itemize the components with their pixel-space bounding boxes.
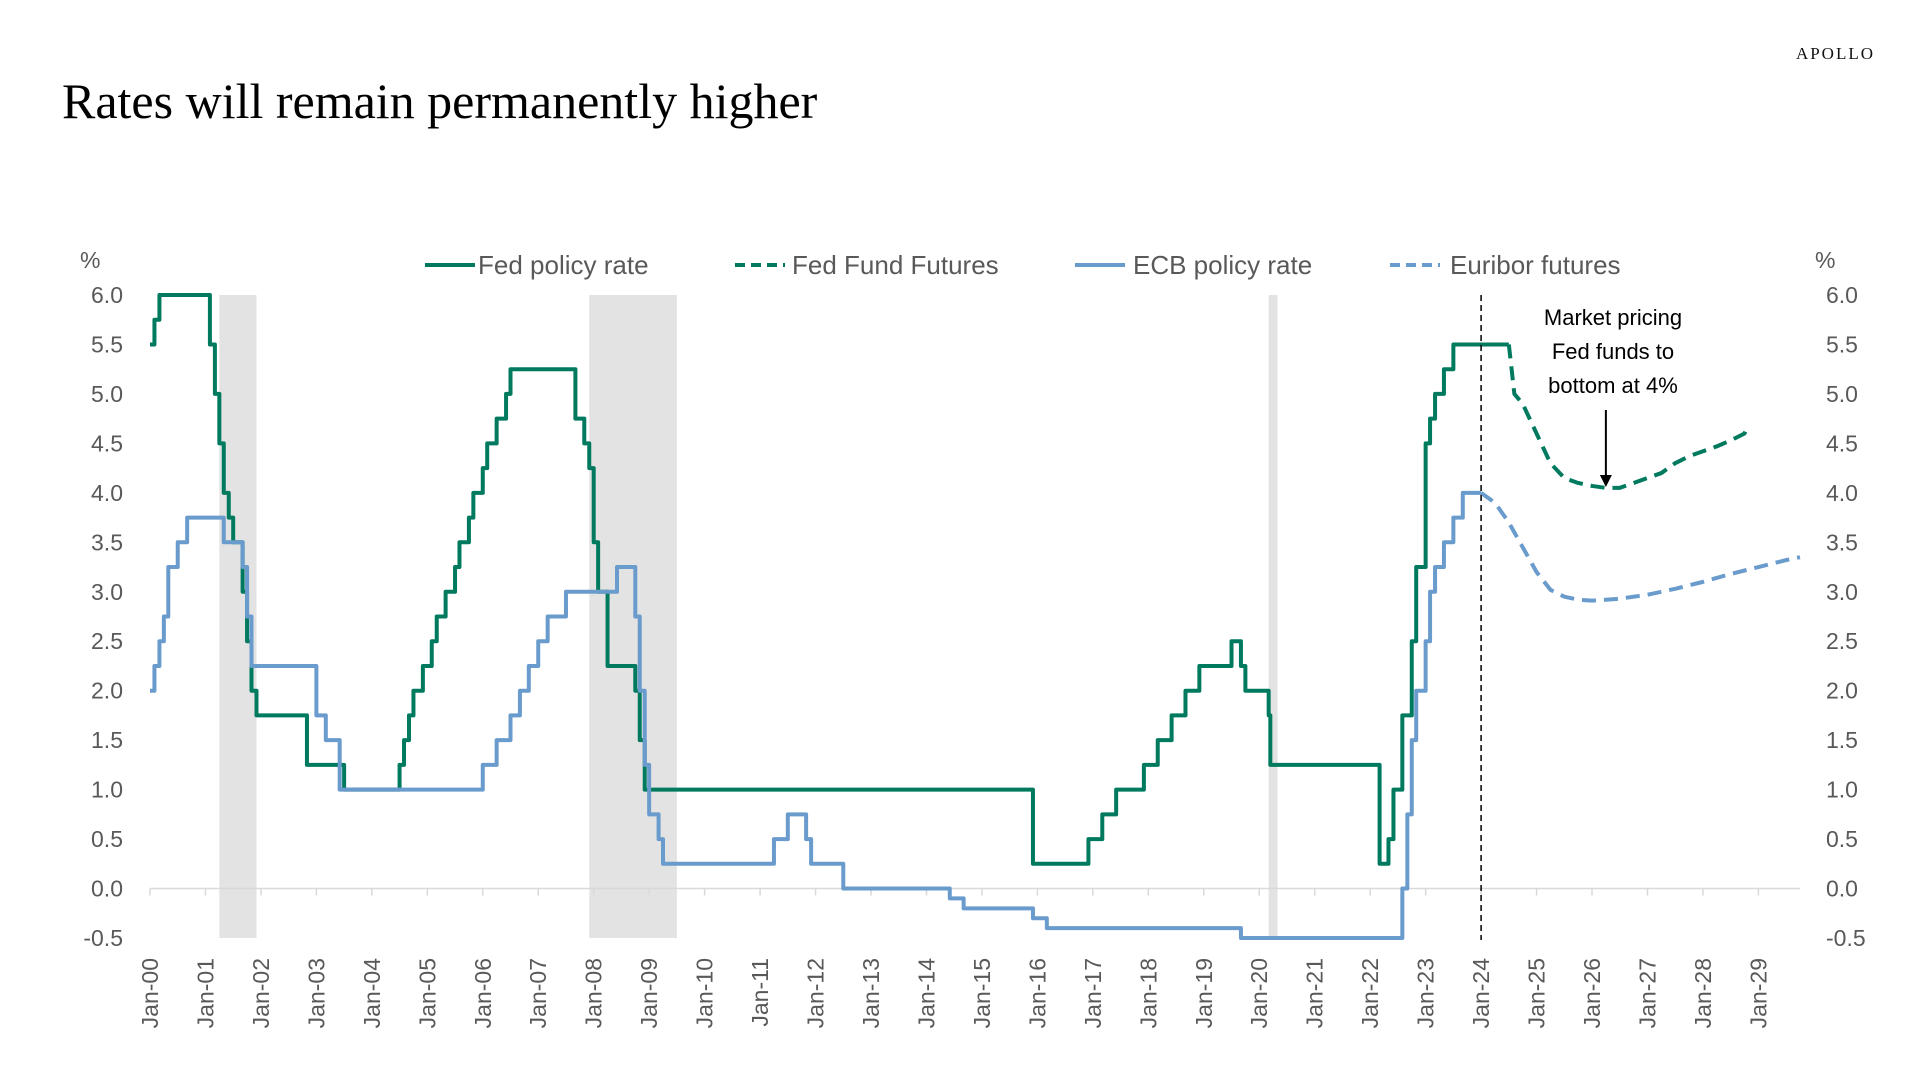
x-tick-label: Jan-09: [636, 958, 662, 1028]
y-tick-label-left: 0.0: [91, 876, 123, 902]
y-axis-right: 6.0 5.5 5.0 4.5 4.0 3.5 3.0 2.5 2.0 1.5 1.0 0.5 0.0 -…: [1815, 247, 1866, 951]
y-axis-unit-right: %: [1815, 247, 1835, 273]
x-tick-label: Jan-14: [913, 958, 939, 1029]
x-tick-label: Jan-08: [581, 958, 607, 1028]
chart-title: Rates will remain permanently higher: [62, 73, 818, 129]
x-tick-label: Jan-15: [969, 958, 995, 1028]
annotation-arrow-head: [1599, 475, 1612, 488]
x-tick-label: Jan-11: [747, 958, 773, 1027]
x-axis: [149, 887, 1800, 896]
annotation-text: Fed funds to: [1552, 339, 1674, 364]
x-tick-label: Jan-23: [1413, 958, 1439, 1028]
legend-label: ECB policy rate: [1133, 250, 1312, 280]
x-tick-label: Jan-06: [470, 958, 496, 1028]
y-tick-label-left: 2.5: [91, 628, 123, 654]
y-axis-unit-left: %: [80, 247, 100, 273]
x-tick-label: Jan-13: [858, 958, 884, 1028]
y-tick-label-left: 3.0: [91, 579, 123, 605]
x-tick-label: Jan-29: [1745, 958, 1771, 1028]
x-tick-label: Jan-19: [1191, 958, 1217, 1028]
y-tick-label-left: 5.5: [91, 331, 123, 357]
y-tick-label-left: 5.0: [91, 381, 123, 407]
brand-logo: APOLLO: [1795, 44, 1875, 63]
y-tick-label-left: 0.5: [91, 826, 123, 852]
y-tick-label-left: -0.5: [83, 925, 123, 951]
legend: Fed policy rate Fed Fund Futures ECB polic…: [425, 250, 1621, 280]
recession-shading: [219, 295, 1278, 938]
y-tick-label-right: 3.0: [1826, 579, 1858, 605]
x-tick-label: Jan-28: [1690, 958, 1716, 1028]
y-tick-label-right: 6.0: [1826, 282, 1858, 308]
x-tick-label: Jan-02: [248, 958, 274, 1028]
y-tick-label-right: 5.0: [1826, 381, 1858, 407]
x-tick-label: Jan-22: [1357, 958, 1383, 1028]
x-tick-label: Jan-05: [414, 958, 440, 1028]
y-tick-label-right: 0.5: [1826, 826, 1858, 852]
y-tick-label-left: 4.5: [91, 430, 123, 456]
y-axis-left: 6.0 5.5 5.0 4.5 4.0 3.5 3.0 2.5 2.0 1.5 1.0 0.5 0.0 -…: [80, 247, 123, 951]
x-tick-label: Jan-03: [303, 958, 329, 1028]
x-tick-label: Jan-21: [1302, 958, 1328, 1028]
y-tick-label-left: 2.0: [91, 678, 123, 704]
x-tick-label: Jan-12: [803, 958, 829, 1028]
x-tick-label: Jan-01: [192, 958, 218, 1028]
y-tick-label-right: 4.0: [1826, 480, 1858, 506]
y-tick-label-right: 2.0: [1826, 678, 1858, 704]
recession-band: [589, 295, 677, 938]
recession-band: [1268, 295, 1278, 938]
x-tick-label: Jan-10: [692, 958, 718, 1028]
x-tick-label: Jan-27: [1634, 958, 1660, 1028]
y-tick-label-right: 3.5: [1826, 529, 1858, 555]
annotation: Market pricing Fed funds to bottom at 4%: [1544, 305, 1682, 488]
x-tick-label: Jan-04: [359, 958, 385, 1029]
x-tick-label: Jan-24: [1468, 958, 1494, 1029]
annotation-text: Market pricing: [1544, 305, 1682, 330]
legend-label: Fed Fund Futures: [792, 250, 999, 280]
y-tick-label-right: 0.0: [1826, 876, 1858, 902]
legend-label: Fed policy rate: [478, 250, 649, 280]
series-line-fed-policy-rate: [150, 293, 1509, 866]
series-line-euribor-futures: [1479, 491, 1801, 603]
series-line-ecb-policy-rate: [150, 490, 1482, 940]
x-tick-label: Jan-16: [1024, 958, 1050, 1028]
y-tick-label-right: 4.5: [1826, 430, 1858, 456]
x-tick-label: Jan-00: [137, 958, 163, 1028]
y-tick-label-left: 1.5: [91, 727, 123, 753]
y-tick-label-right: 1.5: [1826, 727, 1858, 753]
series-line-fed-fund-futures: [1506, 344, 1750, 490]
annotation-text: bottom at 4%: [1548, 373, 1678, 398]
x-axis-ticks: Jan-00 Jan-01 Jan-02 Jan-03 Jan-04 Jan-05 Jan-…: [137, 958, 1771, 1029]
y-tick-label-right: -0.5: [1826, 925, 1866, 951]
series-lines: [150, 293, 1801, 940]
y-tick-label-left: 6.0: [91, 282, 123, 308]
x-tick-label: Jan-07: [525, 958, 551, 1028]
y-tick-label-right: 2.5: [1826, 628, 1858, 654]
x-tick-label: Jan-20: [1246, 958, 1272, 1028]
y-tick-label-right: 1.0: [1826, 777, 1858, 803]
x-tick-label: Jan-26: [1579, 958, 1605, 1028]
y-tick-label-right: 5.5: [1826, 331, 1858, 357]
x-tick-label: Jan-25: [1524, 958, 1550, 1028]
x-tick-label: Jan-18: [1135, 958, 1161, 1028]
legend-label: Euribor futures: [1450, 250, 1621, 280]
x-tick-label: Jan-17: [1080, 958, 1106, 1028]
y-tick-label-left: 4.0: [91, 480, 123, 506]
y-tick-label-left: 3.5: [91, 529, 123, 555]
y-tick-label-left: 1.0: [91, 777, 123, 803]
